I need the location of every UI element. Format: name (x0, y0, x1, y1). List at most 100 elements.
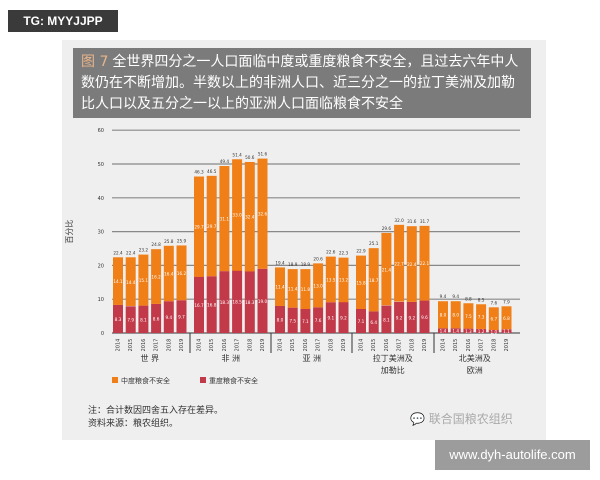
wechat-source: 💬 联合国粮农组织 (410, 410, 513, 427)
y-tick-label: 40 (98, 196, 104, 202)
bar-severe (476, 328, 487, 333)
bar-moderate (176, 245, 187, 301)
data-label-total: 49.4 (220, 159, 230, 164)
x-tick-year: 2018 (247, 339, 253, 352)
data-label-severe: 9.2 (408, 315, 415, 320)
bar-severe (313, 307, 324, 333)
bar-moderate (368, 248, 379, 312)
bar-moderate (476, 304, 487, 329)
bar-severe (450, 328, 461, 333)
bar-severe (488, 329, 499, 333)
bar-severe (438, 328, 448, 333)
bar-moderate (406, 226, 417, 302)
wechat-source-text: 联合国粮农组织 (428, 412, 513, 426)
x-tick-year: 2017 (316, 339, 322, 352)
data-label-moderate: 13.2 (339, 278, 349, 283)
bar-moderate (194, 176, 204, 277)
bar-severe (232, 270, 243, 333)
bar-severe (338, 301, 349, 333)
data-label-total: 22.3 (339, 251, 349, 256)
bar-severe (113, 304, 123, 333)
bar-severe (275, 305, 285, 333)
bar-severe (138, 305, 149, 333)
group-label: 世 界 (140, 353, 159, 363)
group-label: 加勒比 (381, 365, 405, 375)
data-label-moderate: 7.3 (478, 315, 485, 320)
data-label-total: 46.5 (207, 169, 217, 174)
data-label-moderate: 29.7 (207, 224, 217, 229)
data-label-severe: 18.5 (232, 300, 242, 305)
data-label-moderate: 32.6 (258, 212, 268, 217)
bar-severe (419, 300, 430, 333)
data-label-moderate: 13.5 (326, 277, 336, 282)
bar-severe (151, 303, 162, 333)
data-label-severe: 16.8 (207, 303, 217, 308)
bar-severe (244, 271, 255, 333)
bar-moderate (450, 301, 461, 329)
data-label-moderate: 29.7 (194, 224, 204, 229)
data-label-severe: 7.9 (127, 318, 134, 323)
wechat-icon: 💬 (410, 412, 425, 426)
data-label-severe: 18.3 (220, 300, 230, 305)
data-label-severe: 19.0 (258, 299, 268, 304)
y-axis-label: 百分比 (64, 220, 74, 244)
bar-moderate (257, 158, 268, 269)
data-label-moderate: 6.7 (490, 316, 497, 321)
bar-severe (368, 311, 379, 333)
x-tick-year: 2014 (278, 339, 284, 352)
legend-label-moderate: 中度粮食不安全 (121, 376, 170, 385)
watermark-top: TG: MYYJJPP (8, 10, 118, 32)
bar-moderate (113, 257, 123, 305)
data-label-total: 9.4 (452, 294, 459, 299)
figure-title-text: 全世界四分之一人口面临中度或重度粮食不安全，且过去六年中人数仍在不断增加。半数以… (81, 54, 519, 112)
legend-label-severe: 重度粮食不安全 (209, 376, 258, 385)
data-label-severe: 8.0 (277, 317, 284, 322)
bar-severe (176, 300, 187, 333)
data-label-severe: 7.1 (302, 319, 309, 324)
note-source: 资料来源：粮农组织。 (88, 419, 179, 429)
data-label-moderate: 21.4 (382, 267, 392, 272)
data-label-severe: 9.1 (327, 316, 334, 321)
x-tick-year: 2015 (453, 339, 459, 352)
x-tick-year: 2017 (235, 339, 241, 352)
bar-moderate (463, 303, 474, 329)
data-label-severe: 7.1 (358, 319, 365, 324)
data-label-severe: 9.7 (178, 315, 185, 320)
group-label: 北美洲及 (459, 353, 491, 363)
bar-severe (325, 302, 336, 333)
data-label-severe: 1.3 (465, 329, 472, 334)
bar-moderate (244, 161, 255, 272)
data-label-severe: 1.2 (478, 329, 485, 334)
data-label-severe: 8.1 (140, 317, 147, 322)
data-label-severe: 7.6 (315, 318, 322, 323)
data-label-severe: 9.6 (421, 315, 428, 320)
data-label-total: 25.1 (369, 241, 379, 246)
watermark-site: www.dyh-autolife.com (435, 440, 590, 470)
data-label-total: 8.8 (465, 296, 472, 301)
data-label-severe: 8.3 (115, 317, 122, 322)
bar-severe (287, 307, 298, 333)
x-tick-year: 2016 (141, 339, 147, 352)
data-label-moderate: 7.5 (465, 314, 472, 319)
bar-moderate (232, 159, 243, 271)
x-tick-year: 2015 (209, 339, 215, 352)
x-tick-year: 2019 (504, 339, 510, 352)
bar-severe (356, 309, 366, 333)
bar-severe (257, 268, 268, 333)
bar-severe (300, 309, 311, 333)
data-label-moderate: 8.0 (452, 313, 459, 318)
x-tick-year: 2014 (197, 339, 203, 352)
bar-moderate (381, 232, 392, 306)
data-label-moderate: 16.2 (151, 275, 161, 280)
notes: 注：合计数因四舍五入存在差异。 资料来源：粮农组织。 (88, 405, 223, 431)
data-label-moderate: 11.4 (275, 285, 285, 290)
bar-severe (194, 276, 204, 333)
data-label-total: 22.9 (356, 249, 366, 254)
data-label-moderate: 22.4 (407, 262, 417, 267)
bar-moderate (219, 166, 230, 272)
figure-number: 图 7 (81, 54, 109, 70)
group-label: 亚 洲 (302, 354, 321, 363)
data-label-severe: 9.2 (340, 315, 347, 320)
bar-moderate (206, 175, 217, 277)
bar-severe (206, 276, 217, 333)
